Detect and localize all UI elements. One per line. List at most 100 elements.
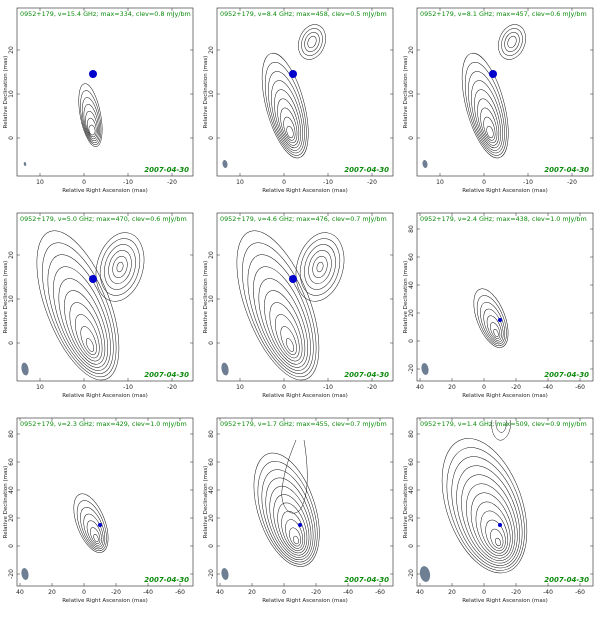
x-tick-label: 40 [416,589,424,596]
contour-line [307,35,317,49]
contour-line [242,242,317,378]
contour-line [446,447,525,571]
contour-line [86,117,97,138]
contour-map-panel: 0952+179, ν=4.6 GHz; max=476, clev=0.7 m… [200,205,400,410]
contour-line [90,527,101,544]
contour-line [470,492,513,559]
observation-date: 2007-04-30 [344,166,389,174]
x-tick-label: 0 [282,179,286,186]
contour-line [80,507,106,550]
contour-line [53,266,111,371]
y-tick-label: 60 [208,458,215,466]
plot-frame [416,212,594,382]
x-tick-label: 40 [216,589,224,596]
map-header: 0952+179, ν=8.1 GHz; max=457, clev=0.6 m… [420,10,587,18]
contour-line [104,244,136,290]
beam-ellipse [221,568,229,580]
plot-frame [16,212,194,382]
plot-frame [16,7,194,177]
contour-line [456,465,520,566]
y-tick-label: 20 [208,251,215,259]
x-axis-label: Relative Right Ascension (mas) [262,393,348,399]
y-tick-label: 0 [208,544,215,548]
contour-group [473,288,509,348]
contour-line [486,315,502,341]
contour-line [483,308,504,343]
x-tick-label: 0 [282,589,286,596]
map-header: 0952+179, ν=2.4 GHz; max=438, clev=1.0 m… [420,215,587,223]
contour-group [36,230,145,381]
contour-line [471,80,503,151]
contour-line [85,111,98,140]
contour-line [293,535,299,545]
map-header: 0952+179, ν=5.0 GHz; max=470, clev=0.6 m… [20,215,187,223]
beam-ellipse [21,362,29,376]
contour-line [304,244,336,290]
x-tick-label: 10 [236,179,244,186]
core-marker [89,70,97,78]
y-tick-label: 80 [8,430,15,438]
y-axis-label: Relative Declination (mas) [403,261,409,334]
contour-line [257,461,318,565]
contour-line [480,510,509,554]
contour-line [85,338,95,352]
x-tick-label: 0 [482,384,486,391]
contour-map-svg: 0952+179, ν=2.3 GHz; max=429, clev=1.0 m… [3,417,194,604]
y-tick-label: 0 [8,341,15,345]
y-axis-label: Relative Declination (mas) [203,261,209,334]
observation-date: 2007-04-30 [144,166,189,174]
x-tick-label: -60 [375,589,385,596]
y-axis-label: Relative Declination (mas) [403,56,409,129]
contour-line [271,80,303,151]
plot-frame [216,212,394,382]
contour-line [253,266,311,371]
y-tick-label: 0 [408,339,415,343]
y-tick-label: -20 [408,364,415,374]
y-tick-label: 80 [408,225,415,233]
y-tick-label: 80 [408,430,415,438]
y-axis-label: Relative Declination (mas) [203,466,209,539]
x-tick-label: -60 [575,384,585,391]
contour-line [275,314,300,359]
y-tick-label: 40 [208,486,215,494]
beam-ellipse [421,363,429,375]
x-axis-label: Relative Right Ascension (mas) [462,393,548,399]
x-tick-label: -10 [123,179,133,186]
core-marker [289,70,297,78]
contour-line [273,494,310,556]
x-tick-label: -20 [511,589,521,596]
contour-line [93,533,99,543]
observation-date: 2007-04-30 [544,371,589,379]
contour-map-panel: 0952+179, ν=1.7 GHz; max=455, clev=0.7 m… [200,410,400,615]
beam-ellipse [419,566,431,582]
y-tick-label: 10 [208,90,215,98]
x-tick-label: 0 [82,179,86,186]
contour-line [261,469,316,563]
x-tick-label: 0 [82,589,86,596]
contour-line [280,107,298,144]
x-tick-label: -20 [567,179,577,186]
contour-line [80,326,97,356]
contour-line [264,290,306,365]
y-tick-label: 0 [8,136,15,140]
contour-line [281,439,308,514]
contour-line [268,71,305,154]
y-tick-label: 60 [8,458,15,466]
contour-line [253,452,320,567]
contour-line [277,502,308,554]
x-tick-label: 20 [248,589,256,596]
contour-map-panel: 0952+179, ν=5.0 GHz; max=470, clev=0.6 m… [0,205,200,410]
x-tick-label: -20 [367,384,377,391]
observation-date: 2007-04-30 [144,576,189,584]
x-tick-label: -10 [323,179,333,186]
x-tick-label: -10 [323,384,333,391]
core-marker [489,70,497,78]
y-tick-label: 0 [408,544,415,548]
contour-line [451,456,523,569]
y-axis-label: Relative Declination (mas) [3,56,9,129]
core-marker [89,275,97,283]
contour-line [277,98,300,146]
beam-ellipse [21,568,29,580]
x-tick-label: -60 [575,589,585,596]
y-tick-label: -20 [8,569,15,579]
